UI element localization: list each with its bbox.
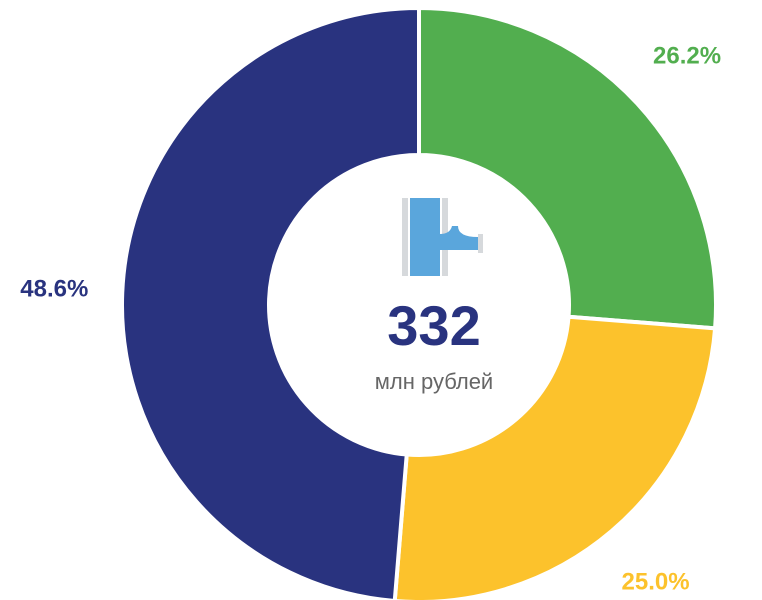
slice bbox=[120, 5, 421, 600]
slices bbox=[120, 5, 718, 600]
slice bbox=[417, 5, 718, 331]
value-label: 26.2% bbox=[653, 43, 721, 70]
value-label: 25.0% bbox=[622, 568, 690, 595]
center-text: млн рублей bbox=[375, 369, 493, 394]
pipe-icon bbox=[402, 198, 483, 276]
slice bbox=[392, 314, 718, 600]
value-label: 48.6% bbox=[20, 275, 88, 302]
center-value: 332 bbox=[387, 294, 480, 357]
